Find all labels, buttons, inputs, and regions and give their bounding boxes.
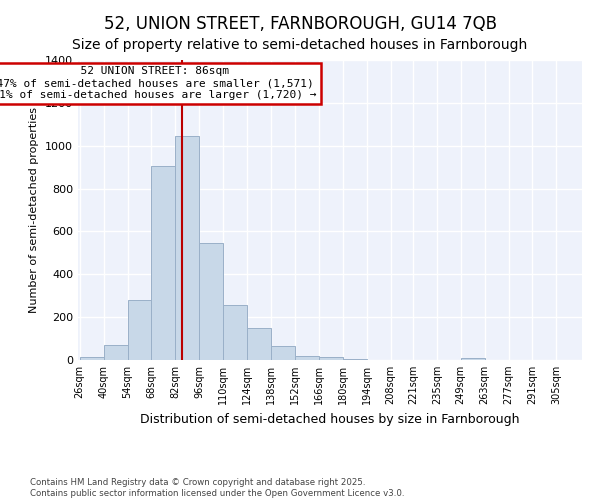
Bar (271, 346, 295, 360)
Bar (343, 359, 367, 360)
Bar (319, 358, 343, 360)
Bar (295, 356, 319, 360)
Bar (223, 306, 247, 360)
X-axis label: Distribution of semi-detached houses by size in Farnborough: Distribution of semi-detached houses by … (140, 412, 520, 426)
Bar (247, 328, 271, 360)
Bar (151, 166, 175, 360)
Text: Contains HM Land Registry data © Crown copyright and database right 2025.
Contai: Contains HM Land Registry data © Crown c… (30, 478, 404, 498)
Text: 52, UNION STREET, FARNBOROUGH, GU14 7QB: 52, UNION STREET, FARNBOROUGH, GU14 7QB (104, 15, 497, 33)
Bar (128, 300, 151, 360)
Text: Size of property relative to semi-detached houses in Farnborough: Size of property relative to semi-detach… (73, 38, 527, 52)
Text: 52 UNION STREET: 86sqm
← 47% of semi-detached houses are smaller (1,571)
  51% o: 52 UNION STREET: 86sqm ← 47% of semi-det… (0, 66, 317, 100)
Bar (199, 242, 223, 360)
Bar (461, 358, 485, 360)
Bar (80, 357, 104, 360)
Bar (175, 136, 199, 360)
Bar (104, 344, 128, 360)
Y-axis label: Number of semi-detached properties: Number of semi-detached properties (29, 107, 40, 313)
